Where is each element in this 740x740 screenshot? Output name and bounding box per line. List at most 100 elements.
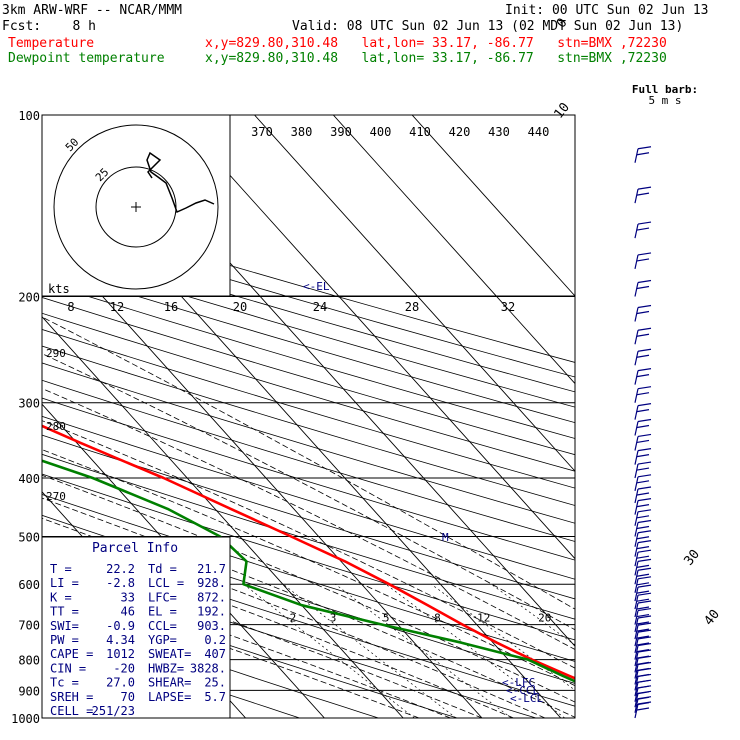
parcel-key: PW = [50, 633, 79, 647]
wind-barb [636, 310, 650, 315]
dry-adiabat [42, 208, 575, 363]
wind-barb [636, 152, 650, 156]
wind-barb [636, 333, 650, 337]
isotherm-line [0, 115, 9, 718]
wind-barb [637, 701, 652, 705]
wind-barb [637, 600, 652, 604]
wind-barb [636, 392, 650, 396]
mixing-ratio-line [490, 583, 575, 646]
wind-barb [637, 509, 652, 513]
wind-barb [636, 614, 650, 618]
parcel-value: 22.2 [106, 562, 135, 576]
mixing-ratio-label: 3 [330, 612, 337, 625]
wind-barb [637, 636, 652, 640]
theta-e-label: 370 [251, 125, 273, 139]
wind-barb [637, 540, 652, 544]
wind-barb [634, 693, 639, 708]
parcel-value: 407 [204, 647, 226, 661]
isotherm-label: 30 [682, 547, 703, 569]
wind-barb [634, 664, 639, 679]
wind-barb [636, 707, 650, 711]
wind-barb [634, 703, 639, 719]
dry-adiabat [42, 237, 575, 393]
wind-barb [634, 670, 639, 685]
parcel-key: TT = [50, 605, 79, 619]
wind-barb [636, 555, 650, 559]
temperature-profile [42, 424, 575, 680]
wind-barb [636, 258, 650, 262]
wind-barb [634, 638, 639, 654]
parcel-key: YGP= [148, 633, 177, 647]
wind-barb [634, 595, 639, 610]
moist-adiabat [42, 353, 575, 631]
wind-barb [634, 500, 639, 515]
theta-e-label: 400 [370, 125, 392, 139]
wind-barb [637, 655, 652, 659]
isotherm-line [42, 403, 325, 718]
mixing-ratio-label: 8 [434, 612, 441, 625]
theta-label: 270 [46, 490, 66, 503]
wind-barb [634, 148, 639, 163]
wind-barb [634, 254, 639, 270]
wind-barb [636, 621, 650, 625]
moist-adiabat [42, 497, 575, 718]
wind-barb [634, 488, 639, 504]
lcl-marker: <-LCL [510, 692, 543, 705]
parcel-key: Td = [148, 562, 177, 576]
pressure-label: 300 [18, 397, 40, 411]
parcel-value: 872. [197, 590, 226, 604]
wind-barb [637, 615, 652, 619]
dry-adiabat [42, 297, 575, 456]
wind-barb [634, 330, 639, 345]
isotherm-line [332, 115, 575, 385]
theta-e-label: 380 [291, 125, 313, 139]
pressure-label: 200 [18, 291, 40, 305]
parcel-value: 903. [197, 619, 226, 633]
wind-barb [637, 519, 652, 524]
moist-adiabat [42, 552, 483, 718]
parcel-value: 1012 [106, 647, 135, 661]
dry-adiabat [42, 329, 575, 489]
wind-barb [634, 188, 639, 204]
parcel-key: SREH = [50, 690, 93, 704]
wind-barb [636, 439, 650, 444]
wind-barb [634, 651, 639, 667]
theta-e-label: 420 [449, 125, 471, 139]
wind-barb [637, 433, 652, 438]
wind-barb [637, 498, 652, 502]
parcel-key: LCL = [148, 576, 184, 590]
forecast-hour: Fcst: 8 h [2, 19, 96, 34]
isotherm-line [175, 115, 575, 560]
parcel-value: 70 [121, 690, 135, 704]
parcel-key: CAPE = [50, 647, 93, 661]
wind-barb [634, 476, 639, 491]
isotherm-label: 40 [702, 607, 723, 629]
lcl-marker: <-LFC [502, 676, 535, 689]
wind-barb [636, 374, 650, 378]
wind-barb [634, 223, 639, 239]
parcel-key: SWEAT= [148, 647, 191, 661]
parcel-info-title: Parcel Info [92, 541, 178, 556]
wind-barb [637, 386, 652, 390]
wind-barb [636, 573, 650, 577]
parcel-key: LAPSE= [148, 690, 191, 704]
wind-barb [634, 511, 639, 526]
theta-e-label: 430 [488, 125, 510, 139]
parcel-value: 4.34 [106, 633, 135, 647]
wind-barb [634, 632, 639, 647]
theta-e-label: 390 [330, 125, 352, 139]
dewpoint-info: x,y=829.80,310.48 lat,lon= 33.17, -86.77… [205, 51, 667, 66]
hodo-scale-label: 24 [313, 300, 327, 314]
parcel-key: CCL= [148, 619, 177, 633]
parcel-key: K = [50, 590, 72, 604]
wind-barb [634, 436, 639, 451]
barb-legend-title: Full barb: [632, 83, 698, 96]
wind-barb [636, 354, 650, 358]
pressure-label: 700 [18, 619, 40, 633]
isotherm-line [411, 115, 575, 297]
wind-barb [636, 192, 650, 196]
dry-adiabat [42, 266, 575, 424]
wind-barb [634, 405, 639, 420]
wind-barb [634, 307, 639, 322]
wind-barb [634, 282, 639, 297]
